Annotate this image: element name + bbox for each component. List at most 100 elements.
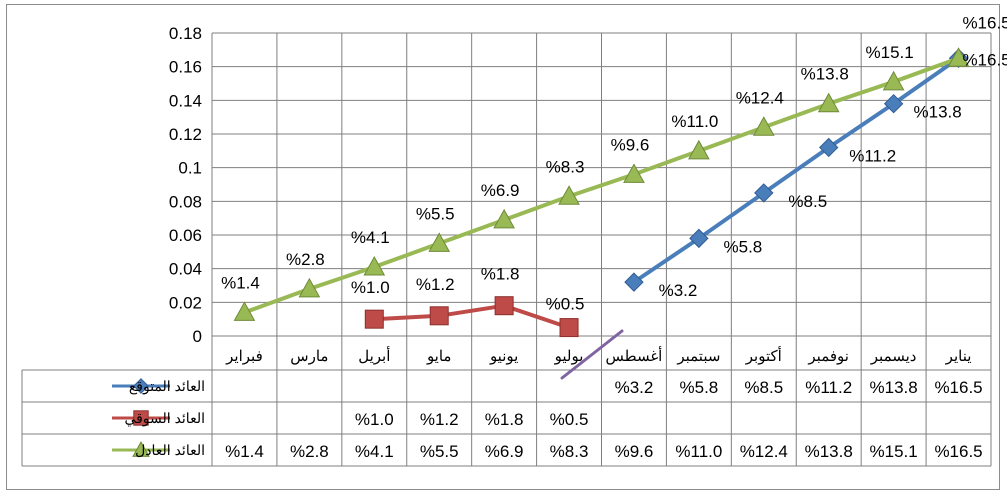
y-tick-label: 0 [193,327,202,346]
legend-label: العائد العادل [135,442,205,458]
data-label: %6.9 [481,181,520,200]
data-point [233,301,256,321]
table-cell: %1.8 [485,410,524,429]
data-label-layer: %1.4 %2.8 %4.1 %5.5 %6.9 %8.3 %9.6 %11.0 %12.4 %1… [221,13,1007,380]
data-point [623,163,645,183]
data-label: %1.4 [221,273,260,292]
series-layer [233,47,970,338]
x-tick-label: مايو [426,348,452,365]
y-tick-label: 0.08 [169,192,202,211]
data-point [428,232,451,252]
table-cell: %15.1 [870,442,918,461]
data-label: %0.5 [546,295,585,314]
data-label: %5.8 [724,237,763,256]
legend-key-marker [133,410,149,426]
x-tick-label: أكتوبر [745,346,782,365]
data-point [883,93,904,114]
data-label: %13.8 [914,103,962,122]
chart-frame [6,4,1000,490]
data-label: %4.1 [351,228,390,247]
table-cell: %4.1 [355,442,394,461]
table-cell: %13.8 [805,442,853,461]
table-cell: %16.5 [934,442,982,461]
data-label: %11.2 [849,146,896,165]
data-label: %1.8 [481,265,520,284]
annotation-stroke [560,329,624,380]
table-cell: %9.6 [615,442,654,461]
data-point [754,183,774,203]
data-point [819,137,839,158]
data-label: %12.4 [736,88,784,107]
table-cell: %5.5 [420,442,459,461]
data-label: %8.5 [788,192,827,211]
table-cell: %11.2 [805,378,852,397]
data-point [364,309,384,329]
x-tick-label: يناير [945,348,972,365]
data-point [688,139,710,160]
data-point [429,306,449,326]
data-label: %13.8 [801,65,849,84]
data-point [882,70,905,91]
legend-key-marker [133,378,149,394]
data-label: %16.5 [962,50,1007,69]
data-label: %1.0 [351,278,390,297]
data-point [624,272,644,292]
table-cell: %5.8 [680,378,719,397]
series-line [243,56,960,315]
table-cell: %8.3 [550,442,589,461]
x-tick-label: أبريل [358,346,390,365]
data-point [493,208,515,229]
data-point [947,47,970,67]
legend-key-marker [132,440,150,457]
data-point [689,228,709,249]
data-point [752,116,775,136]
y-axis: 0 0.02 0.04 0.06 0.08 0.1 0.12 0.14 0.16 0.18 [169,24,202,346]
table-cell: %2.8 [290,442,329,461]
x-tick-label: نوفمبر [807,348,849,365]
x-tick-label: فبراير [225,348,263,365]
data-label: %9.6 [611,135,650,154]
y-tick-label: 0.14 [169,91,202,110]
data-point [817,92,840,113]
x-tick-label: مارس [290,348,328,365]
data-label: %8.3 [546,157,585,176]
y-tick-label: 0.04 [169,260,202,279]
grid-layer [211,32,992,370]
data-table: فبراير مارس أبريل مايو يونيو يوليو أغسطس سبتمبر… [21,346,992,467]
series-line [374,303,570,330]
data-point [494,296,514,316]
data-label: %1.2 [416,275,455,294]
table-cell: %8.5 [744,378,783,397]
data-point [559,318,579,338]
data-label: %5.5 [416,204,455,223]
data-label: %2.8 [286,250,325,269]
table-cell: %13.8 [870,378,918,397]
series-line [632,56,960,284]
data-label: %16.5 [962,13,1007,32]
table-cell: %3.2 [615,378,654,397]
data-label: %11.0 [671,112,718,131]
data-point [558,185,580,205]
table-cell: %0.5 [550,410,589,429]
y-tick-label: 0.16 [169,58,202,77]
x-tick-label: سبتمبر [676,348,720,365]
table-cell: %1.0 [355,410,394,429]
legend-label: العائد المتوقع [129,378,205,395]
table-cell: %16.5 [934,378,982,397]
table-cell: %12.4 [740,442,788,461]
table-cell: %11.0 [675,442,722,461]
data-point [298,277,321,298]
y-tick-label: 0.06 [169,226,202,245]
y-tick-label: 0.18 [169,24,202,43]
data-label: %3.2 [659,281,698,300]
table-cell: %1.4 [225,442,264,461]
table-cell: %1.2 [420,410,459,429]
y-tick-label: 0.02 [169,293,202,312]
legend-label: العائد السوقي [124,410,205,427]
data-point [363,255,386,276]
x-tick-label: ديسمبر [870,348,917,365]
data-label: %15.1 [866,43,914,62]
y-tick-label: 0.1 [178,159,202,178]
